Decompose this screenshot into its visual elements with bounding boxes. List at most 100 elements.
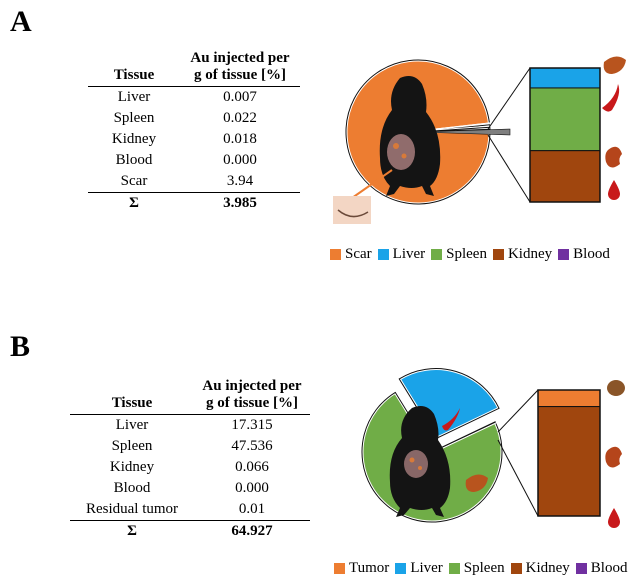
value-cell: 0.000 [223, 152, 257, 168]
panel-a-label: A [10, 5, 32, 38]
connector-line [497, 389, 539, 433]
tumor-icon [607, 380, 625, 396]
sum-row: Σ 3.985 [88, 192, 300, 214]
tissue-cell: Scar [120, 173, 148, 189]
sum-label: Σ [88, 192, 180, 214]
table-row: Kidney 0.066 [70, 457, 310, 478]
tissue-cell: Blood [113, 480, 151, 496]
bar-outline [537, 389, 601, 517]
legend-item: Kidney [492, 246, 553, 263]
value-cell: 0.022 [223, 110, 257, 126]
legend-label: Liver [392, 246, 426, 262]
connector-line [487, 67, 531, 130]
pie-slice-outline [398, 368, 500, 440]
bar-segment-liver [529, 67, 601, 89]
pie-slice-outline [417, 126, 491, 133]
scar-inset-image [333, 169, 393, 224]
kidney-icon [605, 446, 622, 468]
scar-swatch [330, 249, 341, 260]
legend-label: Kidney [507, 246, 553, 262]
tissue-cell: Spleen [113, 110, 155, 126]
blood-drop-icon [608, 508, 620, 528]
breakout-bar-a [417, 67, 601, 203]
legend-item: Blood [575, 560, 628, 577]
legend-label: Kidney [525, 560, 570, 576]
liver-icon [603, 56, 626, 74]
panel-a-table: Tissue Au injected per g of tissue [%] L… [88, 50, 300, 214]
spleen-icon [602, 84, 620, 112]
value-cell: 3.94 [226, 173, 254, 189]
pie-slice-outline [431, 421, 497, 453]
table-row: Spleen 0.022 [88, 108, 300, 129]
liver-icon [465, 474, 488, 492]
legend-item: Kidney [510, 560, 570, 577]
legend-item: Liver [395, 560, 443, 577]
spleen-swatch [448, 563, 460, 574]
spleen-icon [442, 408, 460, 431]
pie-slice-outline [361, 391, 503, 523]
sum-value: 64.927 [194, 520, 310, 542]
table-row: Blood 0.000 [88, 150, 300, 171]
tissue-cell: Spleen [111, 438, 153, 454]
kidney-swatch [492, 249, 504, 260]
connector-line [497, 439, 539, 517]
tissue-cell: Liver [117, 89, 151, 105]
tissue-cell: Kidney [109, 459, 155, 475]
kidney-swatch [510, 563, 522, 574]
legend-item: Tumor [334, 560, 389, 577]
blood-swatch [575, 563, 587, 574]
tissue-cell: Kidney [111, 131, 157, 147]
bar-segment-kidney [537, 406, 601, 517]
panel-b-label: B [10, 330, 31, 363]
tumor-swatch [334, 563, 345, 574]
tissue-cell: Liver [115, 417, 149, 433]
small-slices-wedge [417, 128, 511, 136]
legend-b: Tumor Liver Spleen Kidney Blood [334, 560, 628, 577]
legend-label: Tumor [349, 560, 390, 576]
legend-label: Blood [573, 246, 610, 262]
bar-segment-spleen [529, 87, 601, 152]
value-cell: 0.018 [223, 131, 257, 147]
blood-drop-icon [608, 180, 620, 200]
table-row: Spleen 47.536 [70, 436, 310, 457]
bar-outline [529, 67, 601, 203]
legend-item: Liver [377, 246, 426, 263]
legend-item: Blood [558, 246, 610, 263]
value-cell: 17.315 [231, 417, 273, 433]
legend-item: Scar [330, 246, 372, 263]
value-cell: 0.007 [223, 89, 257, 105]
table-row: Liver 0.007 [88, 87, 300, 109]
value-cell: 0.066 [235, 459, 269, 475]
breakout-bar-b [497, 389, 601, 517]
connector-line [487, 134, 531, 203]
bar-segment-kidney [529, 150, 601, 203]
mouse-illustration-a [379, 76, 441, 196]
sum-value: 3.985 [180, 192, 300, 214]
liver-swatch [395, 563, 407, 574]
blood-swatch [558, 249, 570, 260]
au-column-header: Au injected per g of tissue [%] [194, 378, 310, 415]
legend-item: Spleen [448, 560, 505, 577]
table-row: Residual tumor 0.01 [70, 499, 310, 521]
bar-segment-tumor [537, 389, 601, 408]
table-row: Kidney 0.018 [88, 129, 300, 150]
sum-label: Σ [70, 520, 194, 542]
table-row: Blood 0.000 [70, 478, 310, 499]
panel-b-table: Tissue Au injected per g of tissue [%] L… [70, 378, 310, 542]
tissue-column-header: Tissue [88, 50, 180, 87]
pie-slice-outline [345, 59, 491, 205]
table-row: Scar 3.94 [88, 171, 300, 193]
tissue-cell: Blood [115, 152, 153, 168]
kidney-icon [605, 146, 622, 168]
tissue-column-header: Tissue [70, 378, 194, 415]
mouse-illustration-b [389, 406, 451, 517]
liver-swatch [377, 249, 389, 260]
legend-label: Spleen [463, 560, 505, 576]
legend-label: Blood [590, 560, 628, 576]
value-cell: 47.536 [231, 438, 273, 454]
legend-label: Scar [345, 246, 372, 262]
legend-a: Scar Liver Spleen Kidney Blood [330, 246, 616, 263]
value-cell: 0.000 [235, 480, 269, 496]
legend-label: Spleen [446, 246, 487, 262]
